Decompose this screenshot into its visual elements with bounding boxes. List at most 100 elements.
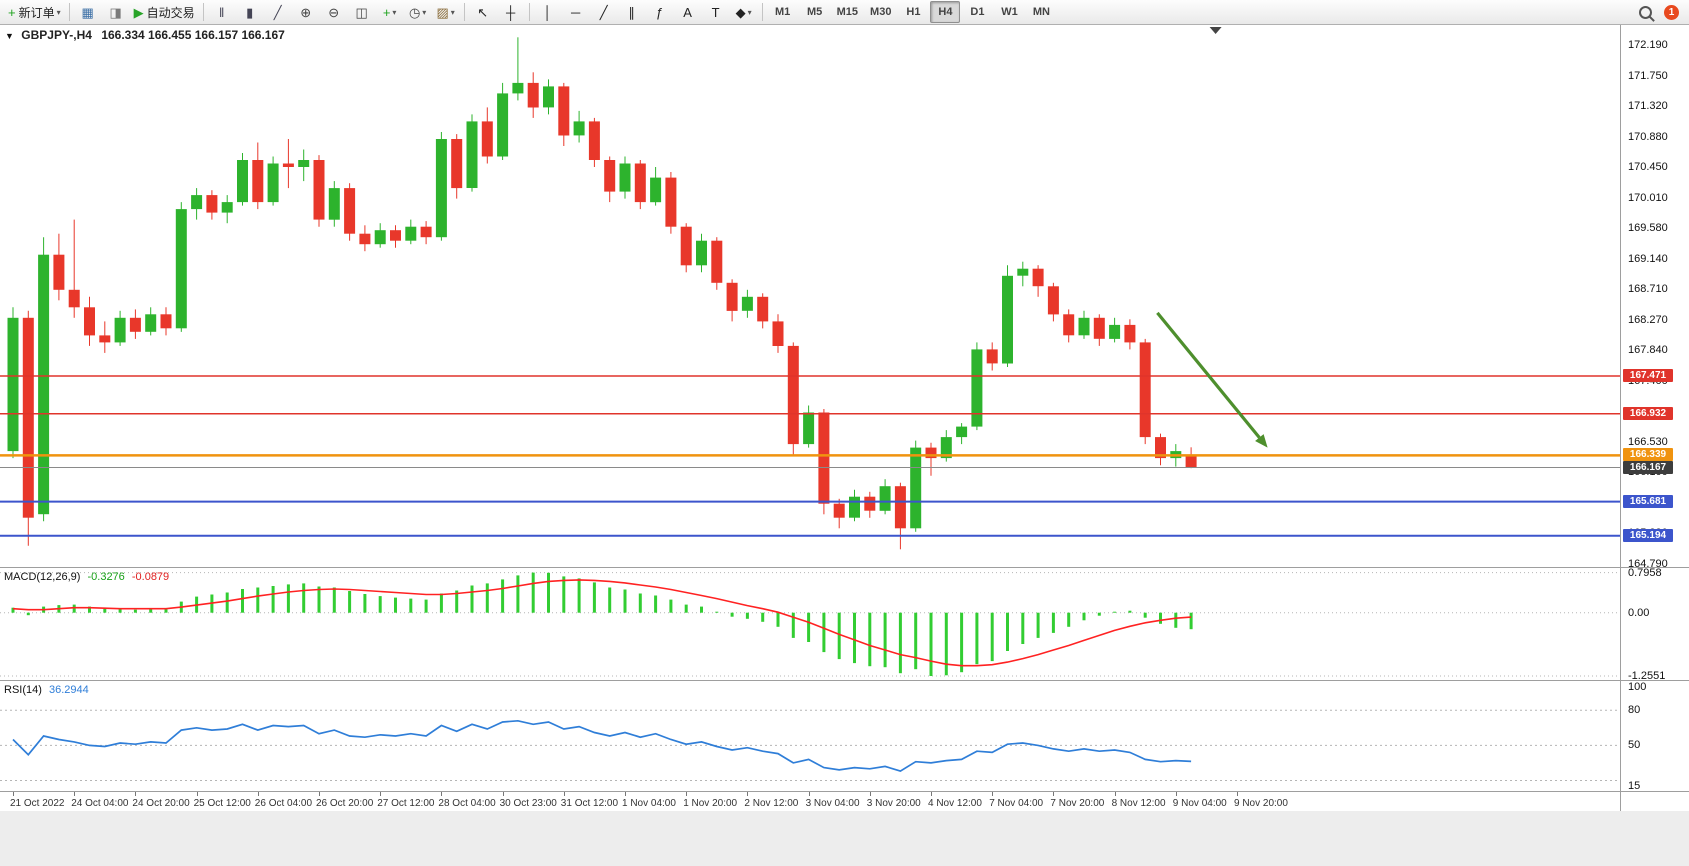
toolbar-separator [202,3,204,21]
horizontal-line-button[interactable]: ─ [563,1,589,23]
channel-button[interactable]: ∥ [619,1,645,23]
macd-name: MACD(12,26,9) [4,571,81,583]
time-label: 25 Oct 12:00 [193,798,251,809]
notification-badge[interactable]: 1 [1664,4,1679,20]
time-tick [135,792,137,796]
indicators-icon: + [382,4,391,20]
timeframe-m1-button[interactable]: M1 [775,6,791,18]
timeframe-m15-button[interactable]: M15 [836,6,859,18]
timeframe-d1-button[interactable]: D1 [970,6,985,18]
candle-body [894,486,906,529]
rsi-panel-divider[interactable] [0,680,1689,681]
trend-arrow-head[interactable] [1255,434,1268,448]
trendline-button[interactable]: ╱ [591,1,617,23]
chart-window: ▼ GBPJPY-,H4 166.334 166.455 166.157 166… [0,25,1689,811]
toolbar-separator [761,3,763,21]
autotrading-button-label: 自动交易 [146,5,195,20]
candle-body [328,188,340,220]
macd-panel-divider[interactable] [0,567,1689,568]
time-tick [257,792,259,796]
toolbar-separator [68,3,70,21]
price-tick: 168.270 [1628,314,1668,326]
price-tick: 172.190 [1628,39,1668,51]
price-badge: 166.932 [1623,406,1673,420]
candle-body [313,160,325,220]
vertical-line-button[interactable]: │ [535,1,561,23]
search-icon[interactable] [1639,5,1652,19]
zoom-in-button[interactable]: ⊕ [293,1,319,23]
channel-icon: ∥ [628,4,635,20]
macd-scale-tick: 0.00 [1628,606,1650,619]
candle-body [619,163,631,192]
candle-body [833,503,845,518]
candle-body [145,314,157,332]
candle-body [1017,268,1029,276]
macd-value-signal: -0.0879 [131,571,170,583]
bar-chart-icon: ‖ [218,4,225,20]
time-axis[interactable]: 21 Oct 2022 24 Oct 04:00 24 Oct 20:00 25 Oc… [0,792,1620,811]
candle-body [1155,437,1166,459]
label-button[interactable]: T [703,1,729,23]
candlestick-chart-button[interactable]: ▮ [237,1,263,23]
bar-chart-button[interactable]: ‖ [209,1,235,23]
candle-body [558,86,570,136]
tile-windows-button[interactable]: ◫ [349,1,375,23]
one-click-trading-toggle-icon[interactable]: ▼ [5,31,14,41]
candle-body [604,160,616,192]
candle-body [818,412,830,504]
candle-body [680,226,692,266]
timeframe-mn-button[interactable]: MN [1032,6,1050,18]
timeframe-m5-button[interactable]: M5 [807,6,823,18]
time-tick [992,792,994,796]
price-tick: 164.790 [1628,558,1668,571]
candle-body [1124,324,1136,343]
periods-button[interactable]: ◷ ▾ [405,1,431,23]
fibonacci-button[interactable]: ƒ [647,1,673,23]
zoom-out-button[interactable]: ⊖ [321,1,347,23]
text-button[interactable]: A [675,1,701,23]
candle-body [160,314,172,329]
candle-body [711,240,723,283]
rsi-name: RSI(14) [4,684,42,696]
line-chart-button[interactable]: ╱ [265,1,291,23]
zoom-in-icon: ⊕ [300,4,312,20]
shapes-button[interactable]: ◆ ▾ [731,1,757,23]
time-label: 26 Oct 20:00 [316,798,374,809]
price-tick: 171.750 [1628,69,1668,82]
macd-label: MACD(12,26,9) -0.3276 -0.0879 [4,571,169,583]
rsi-line [12,719,1192,773]
indicators-button[interactable]: + ▾ [377,1,403,23]
timeframe-m30-button[interactable]: M30 [870,6,892,18]
candle-body [53,254,65,290]
timeframe-w1-button[interactable]: W1 [1001,6,1018,18]
time-label: 30 Oct 23:00 [499,798,557,809]
chevron-down-icon: ▾ [450,7,455,17]
price-axis[interactable]: 172.190 171.750 171.320 170.880 170.450 170.0… [1621,25,1689,811]
candle-body [114,317,126,343]
candle-body [221,202,233,213]
candlestick-plot [0,27,1620,550]
timeframe-h1-button[interactable]: H1 [906,6,921,18]
new-order-button[interactable]: + 新订单 ▾ [5,1,64,23]
trend-arrow[interactable] [1156,311,1261,439]
chart-shift-marker[interactable] [1209,27,1222,34]
time-label: 9 Nov 20:00 [1234,798,1288,809]
price-tick: 167.840 [1628,344,1668,357]
cursor-button[interactable]: ↖ [470,1,496,23]
candle-body [757,296,769,322]
toolbar-separator [463,3,465,21]
candle-body [435,139,447,238]
crosshair-button[interactable]: ┼ [498,1,524,23]
rsi-scale-tick: 15 [1628,780,1641,793]
candle-body [650,177,662,203]
autotrading-button[interactable]: ▶ 自动交易 [131,1,198,23]
candle-body [1047,286,1059,315]
time-label: 9 Nov 04:00 [1172,798,1227,809]
data-window-button[interactable]: ◨ [103,1,129,23]
candle-body [451,139,463,189]
price-badge: 166.167 [1623,460,1673,474]
templates-button[interactable]: ▨ ▾ [433,1,459,23]
timeframe-h4-button[interactable]: H4 [930,1,961,23]
market-watch-button[interactable]: ▦ [75,1,101,23]
time-label: 7 Nov 04:00 [989,798,1044,809]
